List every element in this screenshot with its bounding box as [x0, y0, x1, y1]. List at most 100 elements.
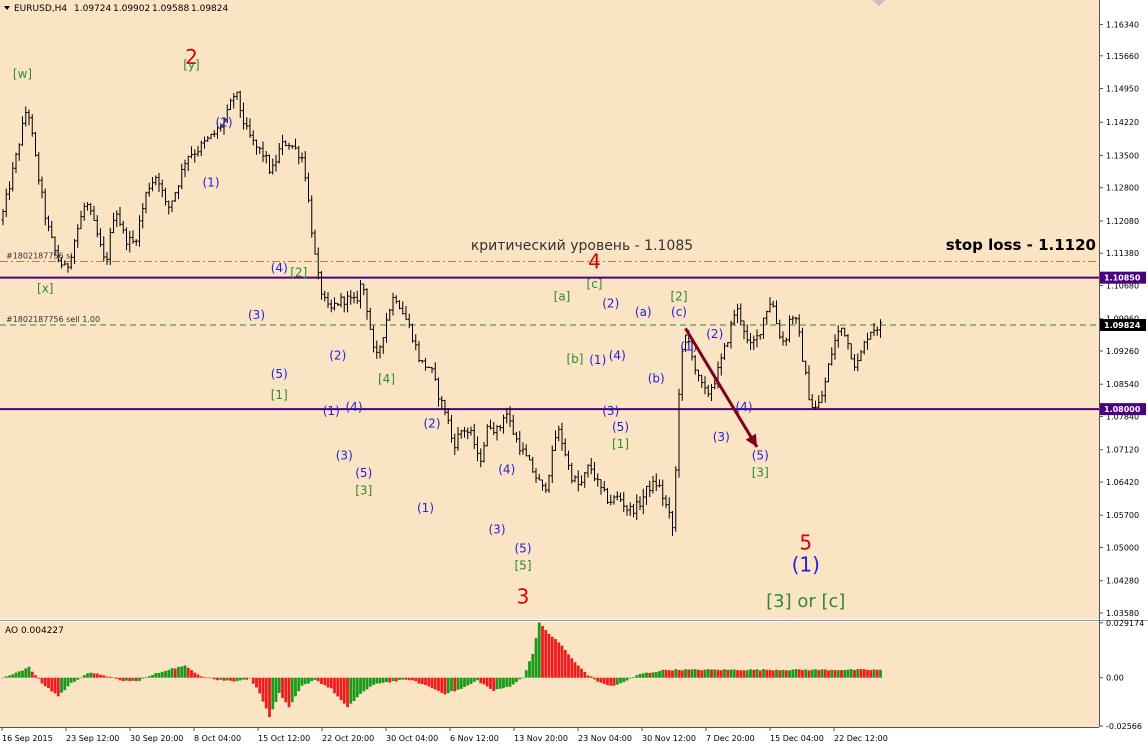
- ao-bar: [827, 670, 830, 678]
- chart-shift-marker-icon[interactable]: [872, 0, 886, 6]
- ao-bar: [534, 638, 538, 678]
- ohlc-bar: [563, 438, 567, 457]
- ao-bar: [326, 677, 330, 688]
- time-tick-label: 22 Oct 20:00: [322, 734, 374, 743]
- ao-bar: [407, 677, 411, 681]
- ohlc-bar: [138, 215, 141, 247]
- ohlc-bar: [567, 450, 570, 471]
- horizontal-lines: #1802187756 sl #1802187756 sell 1.00: [0, 252, 1099, 411]
- ohlc-bar: [677, 388, 681, 478]
- ao-bar: [619, 677, 622, 684]
- ao-bar: [258, 677, 262, 694]
- ao-bar: [589, 676, 593, 678]
- ohlc-bar: [372, 325, 375, 353]
- ao-bar: [4, 676, 8, 678]
- ohlc-bar: [742, 320, 746, 340]
- ohlc-bar: [284, 140, 288, 147]
- wave-label: (4): [346, 400, 363, 414]
- ohlc-bar: [310, 195, 314, 238]
- ohlc-bar: [365, 288, 369, 320]
- ao-bar: [430, 677, 434, 689]
- ohlc-bar: [229, 98, 232, 111]
- ohlc-bar: [336, 302, 340, 307]
- ohlc-bar: [63, 260, 67, 266]
- ao-bar: [381, 677, 385, 683]
- ao-bar: [700, 670, 704, 678]
- ao-bar: [219, 677, 223, 680]
- ao-bar: [102, 675, 106, 678]
- ao-bar: [599, 677, 603, 683]
- forecast-arrow-shaft: [684, 327, 759, 448]
- ohlc-bar: [758, 334, 762, 340]
- main-plot-area[interactable]: [0, 0, 1099, 619]
- ao-bar: [290, 677, 294, 703]
- ohlc-bar: [706, 384, 710, 398]
- wave-label: (4): [609, 349, 626, 363]
- ohlc-bar: [164, 187, 167, 206]
- ao-bar: [385, 677, 388, 683]
- ohlc-bar: [95, 215, 99, 238]
- time-tick-label: 16 Sep 2015: [2, 734, 53, 743]
- wave-label: [a]: [554, 290, 571, 304]
- ohlc-bar: [736, 303, 739, 323]
- order-label: #1802187756 sell 1.00: [6, 315, 100, 324]
- ao-indicator-title: AO 0.004227: [5, 626, 64, 636]
- ohlc-bar: [440, 396, 444, 409]
- ohlc-bar: [261, 141, 265, 163]
- ohlc-bar: [381, 337, 385, 354]
- time-tick-label: 15 Dec 04:00: [770, 734, 824, 743]
- ao-bar: [411, 677, 414, 681]
- wave-label: [b]: [567, 352, 584, 366]
- ohlc-bar: [414, 334, 418, 351]
- wave-label: [1]: [271, 388, 288, 402]
- ohlc-bar: [238, 90, 242, 119]
- ao-bar: [199, 676, 203, 678]
- ohlc-bar: [118, 207, 122, 227]
- ao-bar: [593, 677, 596, 680]
- price-tag-box: [1100, 403, 1146, 416]
- ohlc-bar: [576, 470, 580, 492]
- price-tick-label: 1.03580: [1106, 609, 1139, 618]
- ao-bar: [443, 677, 447, 695]
- ao-bar: [82, 675, 86, 678]
- price-tick-label: 1.05700: [1106, 511, 1139, 520]
- ao-bar: [209, 677, 213, 679]
- ao-bar: [661, 669, 665, 678]
- ao-bar: [40, 677, 44, 684]
- ohlc-bar: [30, 114, 34, 137]
- price-tick-label: 1.10680: [1106, 282, 1139, 291]
- dropdown-triangle-icon[interactable]: [4, 6, 10, 10]
- ao-bar: [674, 669, 678, 678]
- ao-bar: [846, 669, 850, 678]
- ao-bar: [502, 677, 505, 689]
- ao-bar: [745, 670, 749, 678]
- ohlc-bar: [820, 390, 824, 404]
- ao-bar: [498, 677, 502, 689]
- price-tick-label: 1.13500: [1106, 151, 1139, 160]
- ao-bar: [573, 662, 577, 678]
- ohlc-bar: [300, 152, 304, 163]
- time-axis: 16 Sep 2015 23 Sep 12:00 30 Sep 20:00 8 Oct…: [1, 727, 888, 743]
- ao-bar: [63, 677, 67, 691]
- wave-label: [3]: [752, 465, 769, 479]
- wave-label: (5): [752, 449, 769, 463]
- ohlc-bar: [242, 102, 245, 130]
- wave-label: (3): [602, 404, 619, 418]
- ohlc-bar: [443, 399, 447, 416]
- ao-bar: [1, 677, 5, 679]
- ohlc-bar: [664, 495, 668, 509]
- ohlc-bar: [498, 424, 502, 432]
- ohlc-bar: [27, 109, 31, 126]
- ao-bar: [271, 677, 275, 710]
- ao-bar: [14, 672, 18, 678]
- ohlc-bar: [323, 290, 327, 302]
- header-high: 1.09902: [113, 4, 150, 14]
- ohlc-bar: [606, 488, 609, 505]
- ohlc-bar: [271, 158, 275, 175]
- ao-bar: [131, 677, 135, 681]
- ohlc-bar: [615, 491, 619, 501]
- ao-bar: [797, 669, 801, 678]
- ao-bar: [261, 677, 265, 702]
- ao-bar: [866, 669, 869, 678]
